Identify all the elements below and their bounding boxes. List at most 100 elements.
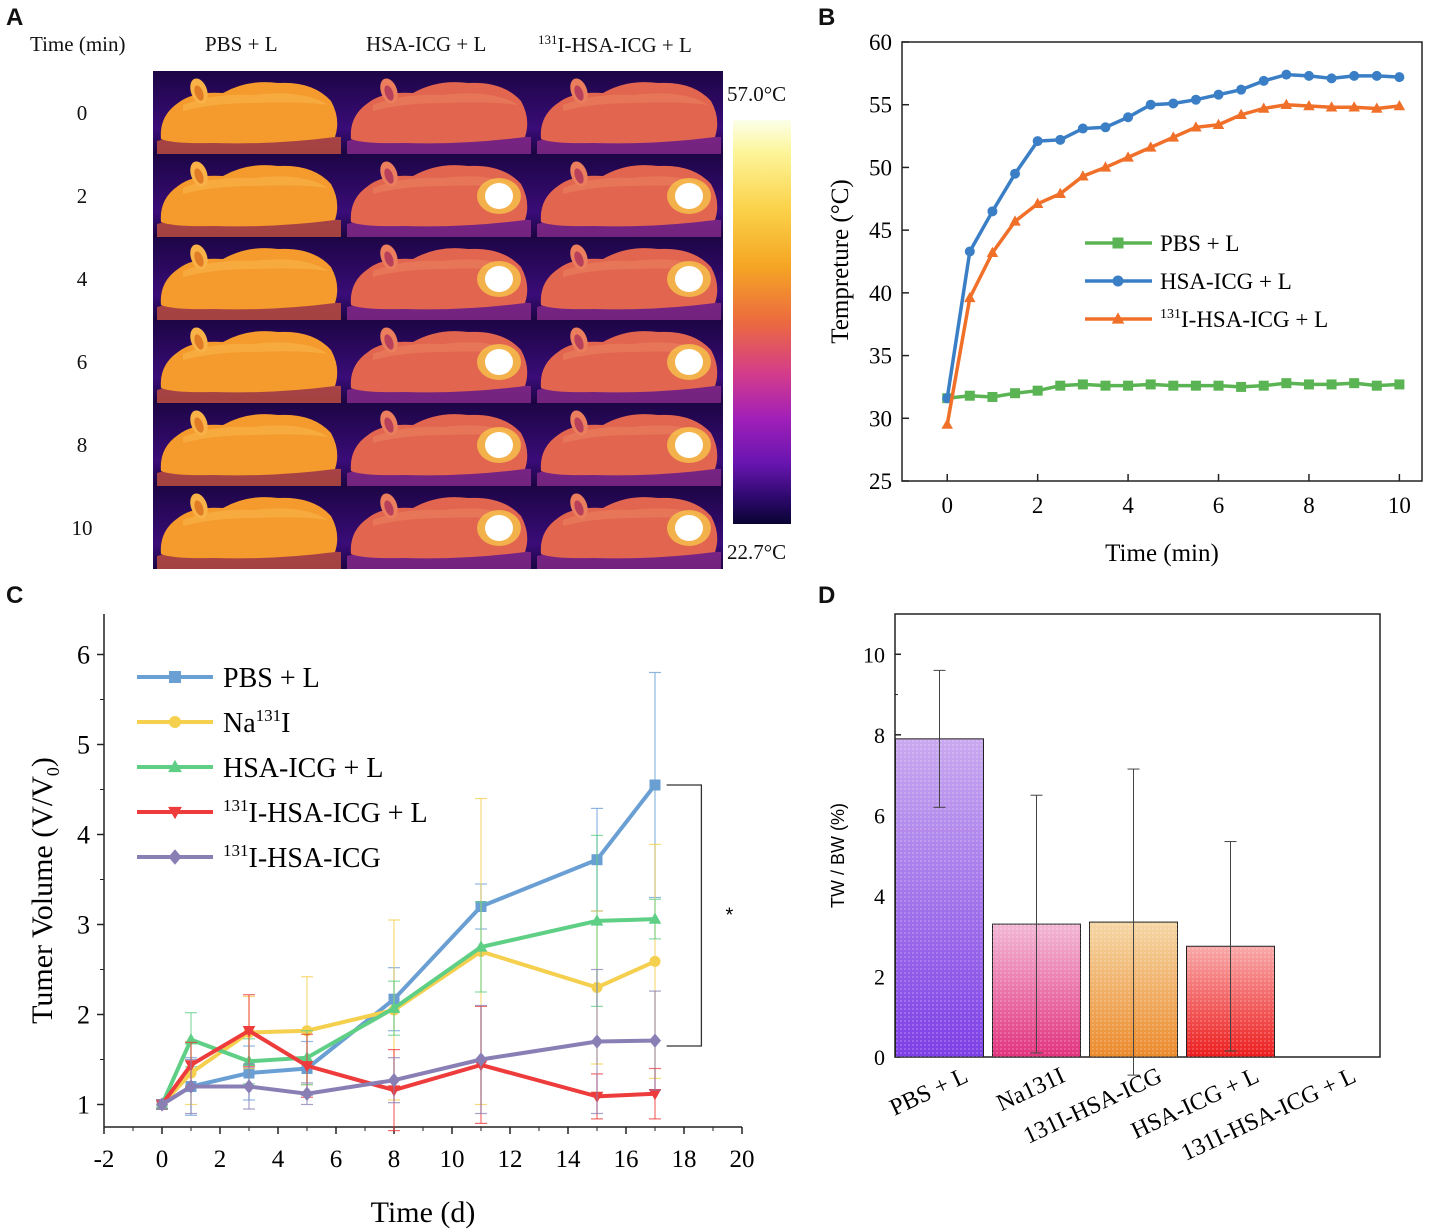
data-point: [649, 955, 661, 967]
data-point: [1190, 94, 1201, 105]
data-point: [1212, 118, 1225, 130]
time-row-label: 8: [76, 432, 88, 457]
data-point: [1213, 380, 1224, 391]
data-point: [1303, 379, 1314, 390]
y-label-sub: 0: [43, 767, 63, 776]
data-point: [242, 1026, 256, 1038]
y-tick-label: 35: [869, 344, 892, 369]
time-row-label: 6: [76, 349, 88, 374]
data-point: [648, 1089, 662, 1101]
x-tick-label: 10: [440, 1146, 465, 1173]
y-label-text: Tumer Volume (V/V: [26, 776, 59, 1024]
data-point: [1055, 380, 1066, 391]
x-tick-label: 4: [1122, 493, 1134, 518]
x-tick-label: 2: [214, 1146, 227, 1173]
data-point: [1213, 89, 1224, 100]
category-label: 131I-HSA-ICG + L: [1177, 1063, 1360, 1167]
legend-label: PBS + L: [223, 663, 320, 694]
data-point: [1032, 136, 1043, 147]
data-point: [1054, 187, 1067, 199]
data-point: [300, 1086, 314, 1101]
data-point: [474, 940, 488, 952]
thermal-image-cell: [533, 71, 723, 154]
x-tick-label: 2: [1032, 493, 1044, 518]
x-tick-label: 8: [388, 1146, 401, 1173]
data-point: [1032, 385, 1043, 396]
data-point: [1167, 131, 1180, 142]
data-point: [1145, 99, 1156, 110]
legend-label: HSA-ICG + L: [223, 753, 383, 784]
data-point: [1077, 123, 1088, 134]
data-point: [1303, 70, 1314, 81]
y-tick-label: 2: [874, 964, 885, 989]
panel-letter-c: C: [6, 582, 24, 609]
time-row-label: 10: [71, 515, 93, 540]
data-point: [1031, 197, 1044, 209]
data-point: [1122, 151, 1134, 162]
legend-marker: [1111, 312, 1125, 324]
y-tick-label: 40: [869, 281, 892, 306]
data-point: [1168, 98, 1179, 109]
thermal-image-cell: [533, 403, 723, 486]
data-point: [649, 779, 661, 791]
data-point: [590, 914, 604, 926]
data-point: [1303, 99, 1315, 111]
thermal-image-cell: [533, 486, 723, 569]
data-point: [1258, 75, 1269, 86]
x-tick-label: 12: [498, 1146, 523, 1173]
y-tick-label: 45: [869, 218, 892, 243]
data-point: [964, 291, 976, 303]
data-point: [184, 1033, 198, 1045]
data-point: [964, 390, 975, 401]
data-point: [941, 418, 953, 429]
time-row-label: 2: [76, 183, 88, 208]
x-tick-label: 10: [1388, 493, 1411, 518]
legend-label: 131I-HSA-ICG + L: [1160, 307, 1328, 332]
legend-label: HSA-ICG + L: [1160, 269, 1292, 294]
legend-label: PBS + L: [1160, 231, 1239, 256]
y-tick-label: 25: [869, 469, 892, 494]
legend-sup: 131: [1160, 307, 1181, 322]
data-point: [1394, 379, 1405, 390]
x-tick-label: 8: [1303, 493, 1315, 518]
y-label-close: ): [26, 757, 59, 767]
data-point: [1393, 99, 1406, 111]
data-point: [1236, 381, 1247, 392]
y-tick-label: 55: [869, 93, 892, 118]
data-point: [590, 1034, 604, 1049]
data-point: [648, 912, 662, 924]
time-header: Time (min): [30, 32, 126, 56]
data-point: [1236, 84, 1247, 95]
y-tick-label: 0: [874, 1045, 885, 1070]
x-tick-label: 4: [272, 1146, 285, 1173]
data-point: [387, 1073, 401, 1088]
data-point: [184, 1079, 198, 1094]
x-axis-label: Time (d): [371, 1196, 476, 1229]
legend-text: I-HSA-ICG + L: [249, 798, 428, 829]
legend-marker: [168, 759, 182, 773]
data-point: [1009, 215, 1021, 226]
thermal-image-cell: [533, 154, 723, 237]
data-point: [1349, 70, 1360, 81]
y-tick-label: 3: [77, 911, 90, 940]
y-tick-label: 8: [874, 723, 885, 748]
series: [942, 378, 1405, 404]
data-point: [1010, 388, 1021, 399]
data-point: [1055, 134, 1066, 145]
thermal-image-cell: [153, 403, 343, 486]
thermal-image-cell: [533, 320, 723, 403]
legend-label: 131I-HSA-ICG: [223, 841, 381, 874]
x-tick-label: 16: [614, 1146, 639, 1173]
time-row-label: 0: [76, 100, 88, 125]
series: [942, 69, 1405, 404]
data-point: [1348, 101, 1360, 112]
panel-letter-a: A: [6, 4, 24, 31]
legend-marker: [168, 806, 182, 820]
significance-bracket: [666, 784, 703, 1047]
y-tick-label: 10: [863, 642, 885, 667]
data-point: [1145, 379, 1156, 390]
legend-label: Na131I: [223, 706, 290, 739]
data-point: [1123, 112, 1134, 123]
series-line: [160, 1038, 656, 1107]
data-point: [1281, 69, 1292, 80]
